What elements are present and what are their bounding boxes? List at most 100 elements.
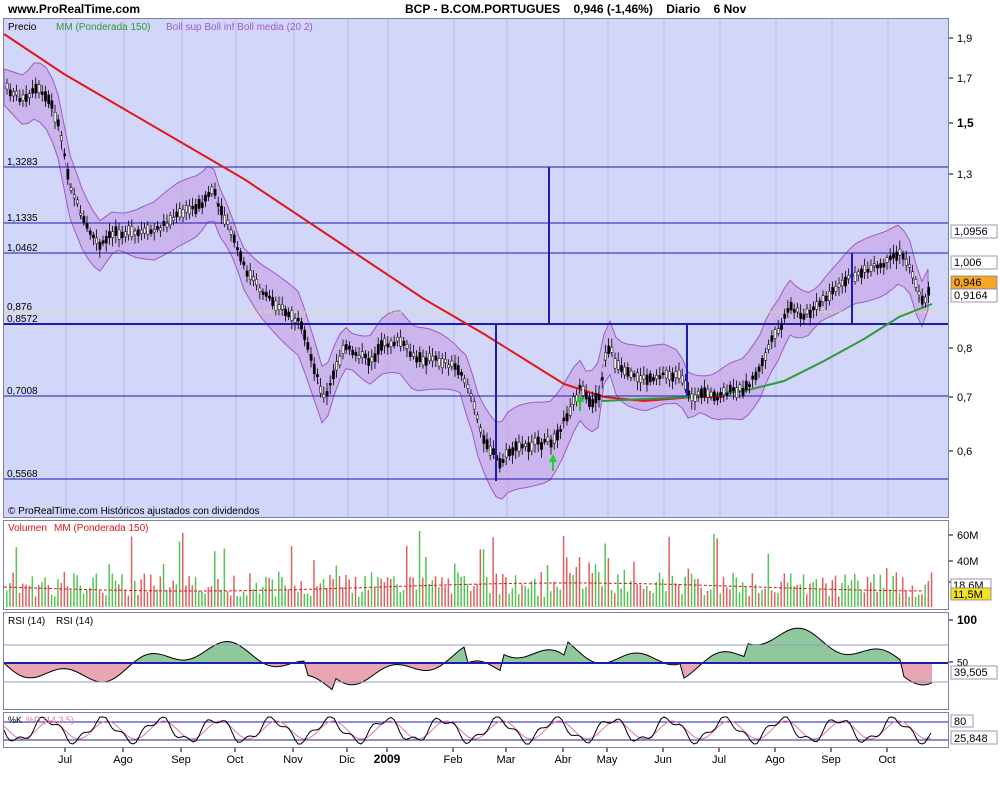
candle-body — [37, 84, 41, 93]
volume-bar — [889, 589, 891, 607]
candle-body — [863, 265, 867, 273]
candle-body — [98, 242, 102, 250]
candle-body — [536, 436, 540, 445]
rsi-fill-segment — [716, 652, 720, 663]
volume-bar — [140, 579, 142, 607]
candle-body — [479, 427, 483, 433]
candle-body — [434, 355, 438, 361]
candle-body — [901, 253, 905, 260]
volume-bar — [210, 586, 213, 607]
candle-body — [264, 291, 268, 297]
candle-body — [722, 387, 726, 395]
candle-body — [882, 263, 886, 268]
candle-body — [34, 83, 38, 94]
volume-bar — [329, 574, 331, 607]
rsi-fill-segment — [512, 657, 516, 663]
candle-body — [12, 91, 15, 97]
rsi-fill-segment — [772, 637, 776, 663]
volume-bar — [774, 592, 776, 607]
candle-body — [492, 448, 495, 456]
candle-body — [917, 291, 921, 296]
rsi-fill-segment — [84, 663, 88, 678]
rsi-fill-segment — [456, 649, 460, 663]
time-axis-label: Sep — [821, 754, 841, 766]
volume-bar — [841, 582, 843, 607]
volume-bar — [124, 589, 126, 607]
legend-volume-mm: MM (Ponderada 150) — [54, 523, 149, 534]
rsi-fill-segment — [876, 648, 880, 663]
volume-bar — [578, 557, 581, 607]
stochastic-panel[interactable]: %K %D (14 3 5) — [3, 712, 949, 748]
rsi-fill-segment — [840, 653, 844, 663]
rsi-fill-segment — [148, 653, 152, 663]
volume-bar — [271, 579, 274, 607]
candle-body — [584, 392, 588, 400]
rsi-fill-segment — [368, 663, 372, 679]
candle-body — [549, 439, 553, 448]
volume-bar — [422, 577, 424, 607]
price-panel[interactable]: 1,3283 1,1335 1,0462 0,876 0,8572 0,7008 0,556… — [3, 18, 949, 518]
rsi-fill-segment — [424, 663, 428, 671]
volume-bar — [623, 569, 626, 607]
volume-bar — [918, 594, 920, 607]
candle-body — [175, 211, 179, 217]
volume-bar — [633, 561, 635, 607]
rsi-fill-segment — [532, 652, 536, 663]
volume-panel[interactable]: Volumen MM (Ponderada 150) — [3, 520, 949, 610]
rsi-marker-box — [950, 665, 998, 680]
candle-body — [904, 258, 908, 266]
volume-bar — [790, 573, 792, 607]
rsi-fill-segment — [244, 648, 248, 663]
volume-bar — [44, 577, 46, 607]
volume-bar — [524, 586, 526, 607]
candle-body — [642, 374, 646, 380]
rsi-fill-segment — [236, 643, 240, 663]
rsi-fill-segment — [460, 647, 464, 663]
rsi-fill-segment — [720, 651, 724, 663]
candle-body — [412, 352, 415, 357]
symbol-name: BCP - B.COM.PORTUGUES — [405, 2, 561, 16]
volume-bar — [594, 564, 597, 607]
candle-body — [44, 91, 47, 102]
candle-body — [805, 308, 809, 315]
volume-bar — [258, 593, 261, 607]
volume-bar — [217, 578, 219, 607]
volume-bar — [191, 585, 194, 607]
volume-bar — [281, 576, 283, 607]
candle-body — [127, 225, 131, 236]
candle-body — [824, 295, 828, 302]
candle-body — [840, 279, 844, 287]
rsi-fill-segment — [884, 650, 888, 663]
candle-body — [152, 229, 156, 233]
volume-bar — [358, 596, 360, 607]
legend-price: Precio — [8, 22, 37, 33]
candle-body — [732, 387, 735, 392]
volume-bar — [882, 587, 885, 607]
rsi-fill-segment — [104, 663, 108, 683]
rsi-fill-segment — [412, 663, 416, 669]
candle-body — [671, 372, 675, 382]
candle-body — [639, 375, 643, 383]
site-name[interactable]: www.ProRealTime.com — [8, 2, 141, 16]
rsi-fill-segment — [928, 663, 932, 685]
candle-body — [370, 356, 374, 363]
volume-bar — [326, 588, 328, 607]
candle-body — [450, 360, 454, 367]
candle-body — [303, 329, 307, 341]
volume-bar — [822, 577, 824, 607]
rsi-fill-segment — [80, 663, 84, 676]
candle-body — [168, 215, 172, 226]
stochastic-chart-svg: %K %D (14 3 5) — [4, 713, 948, 747]
candle-body — [498, 458, 502, 469]
rsi-panel[interactable]: RSI (14) RSI (14) — [3, 612, 949, 710]
time-axis-label: May — [597, 754, 618, 766]
time-axis-label: Oct — [226, 754, 243, 766]
period-label: Diario — [666, 2, 701, 16]
volume-bar — [722, 576, 725, 607]
rsi-fill-segment — [436, 663, 440, 669]
rsi-fill-segment — [584, 656, 588, 663]
candle-body — [316, 374, 319, 377]
volume-bar — [447, 578, 450, 607]
price-axis-label: 1,5 — [957, 116, 974, 130]
rsi-fill-segment — [748, 643, 752, 663]
